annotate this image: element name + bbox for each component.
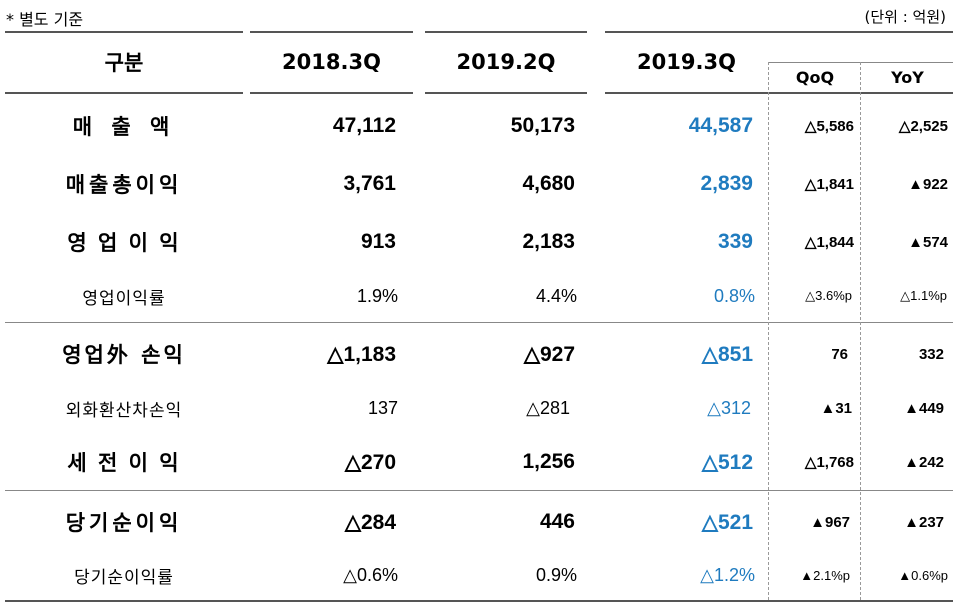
value-yoy: △2,525 <box>898 118 948 135</box>
value-2019-3q: 0.8% <box>713 285 755 306</box>
column-divider <box>860 62 861 600</box>
value-qoq: ▲31 <box>820 399 852 417</box>
row-label-net-income: 당기순이익 <box>65 511 183 535</box>
value-yoy: ▲237 <box>904 513 944 531</box>
value-2019-2q: 4,680 <box>522 172 575 195</box>
value-yoy: △1.1%p <box>900 288 947 303</box>
value-2018-3q: 1.9% <box>356 285 398 306</box>
value-yoy: ▲449 <box>904 399 944 417</box>
value-qoq: △5,586 <box>804 118 854 135</box>
column-divider <box>768 62 769 600</box>
value-2018-3q: 3,761 <box>343 172 396 195</box>
value-2019-3q: 339 <box>717 230 753 253</box>
value-2019-3q: △521 <box>701 510 753 534</box>
value-2019-2q: △281 <box>526 397 570 418</box>
value-2018-3q: 47,112 <box>332 114 396 137</box>
value-2019-2q: 0.9% <box>535 564 577 585</box>
value-2019-3q: △851 <box>701 342 753 366</box>
value-2019-3q: △512 <box>701 450 753 474</box>
header-category: 구분 <box>104 51 144 75</box>
value-qoq: △3.6%p <box>805 288 852 303</box>
value-yoy: ▲242 <box>904 453 944 471</box>
row-label-fx-gain-loss: 외화환산차손익 <box>65 400 183 421</box>
top-rule <box>425 31 587 33</box>
row-label-operating-margin: 영업이익률 <box>82 288 166 309</box>
top-rule <box>250 31 413 33</box>
value-2018-3q: △270 <box>344 450 396 474</box>
row-label-non-operating: 영업外 손익 <box>62 343 186 367</box>
value-qoq: △1,768 <box>804 454 854 471</box>
value-yoy: ▲574 <box>908 233 948 251</box>
value-2019-3q: 2,839 <box>700 172 753 195</box>
group-rule <box>5 322 953 323</box>
value-2019-2q: 446 <box>539 510 575 533</box>
value-qoq: △1,844 <box>804 234 854 251</box>
value-2019-2q: △927 <box>523 342 575 366</box>
unit-label: (단위 : 억원) <box>864 8 947 26</box>
value-qoq: ▲2.1%p <box>800 567 850 583</box>
value-2018-3q: △0.6% <box>343 564 398 585</box>
value-2019-2q: 4.4% <box>535 285 577 306</box>
value-2019-3q: △312 <box>707 397 751 418</box>
value-2018-3q: 137 <box>367 397 398 418</box>
top-rule <box>5 31 243 33</box>
header-yoy: YoY <box>891 67 924 87</box>
row-label-operating-profit: 영 업 이 익 <box>67 231 181 255</box>
header-2019-2q: 2019.2Q <box>456 50 556 74</box>
row-label-revenue: 매 출 액 <box>72 115 176 139</box>
value-yoy: ▲0.6%p <box>898 567 948 583</box>
value-qoq: ▲967 <box>810 513 850 531</box>
header-qoq: QoQ <box>795 67 835 87</box>
header-rule <box>425 92 587 94</box>
header-rule <box>605 92 953 94</box>
value-2018-3q: △284 <box>344 510 396 534</box>
header-2019-3q: 2019.3Q <box>637 50 736 74</box>
value-qoq: △1,841 <box>804 176 854 193</box>
header-rule <box>250 92 413 94</box>
group-rule <box>5 490 953 491</box>
value-2019-2q: 50,173 <box>510 114 575 137</box>
value-yoy: 332 <box>918 345 944 363</box>
row-label-gross-profit: 매출총이익 <box>65 173 183 197</box>
header-rule <box>5 92 243 94</box>
top-rule <box>605 31 953 33</box>
value-2018-3q: △1,183 <box>327 342 396 366</box>
bottom-rule <box>5 600 953 602</box>
row-label-net-margin: 당기순이익률 <box>74 567 174 588</box>
value-yoy: ▲922 <box>908 175 948 193</box>
basis-note: * 별도 기준 <box>6 10 84 29</box>
value-qoq: 76 <box>831 345 848 363</box>
value-2019-3q: 44,587 <box>688 114 753 137</box>
value-2019-2q: 2,183 <box>522 230 575 253</box>
value-2018-3q: 913 <box>360 230 396 253</box>
header-2018-3q: 2018.3Q <box>282 50 381 74</box>
value-2019-2q: 1,256 <box>522 450 575 473</box>
row-label-pretax-profit: 세 전 이 익 <box>67 451 181 475</box>
value-2019-3q: △1.2% <box>700 564 755 585</box>
